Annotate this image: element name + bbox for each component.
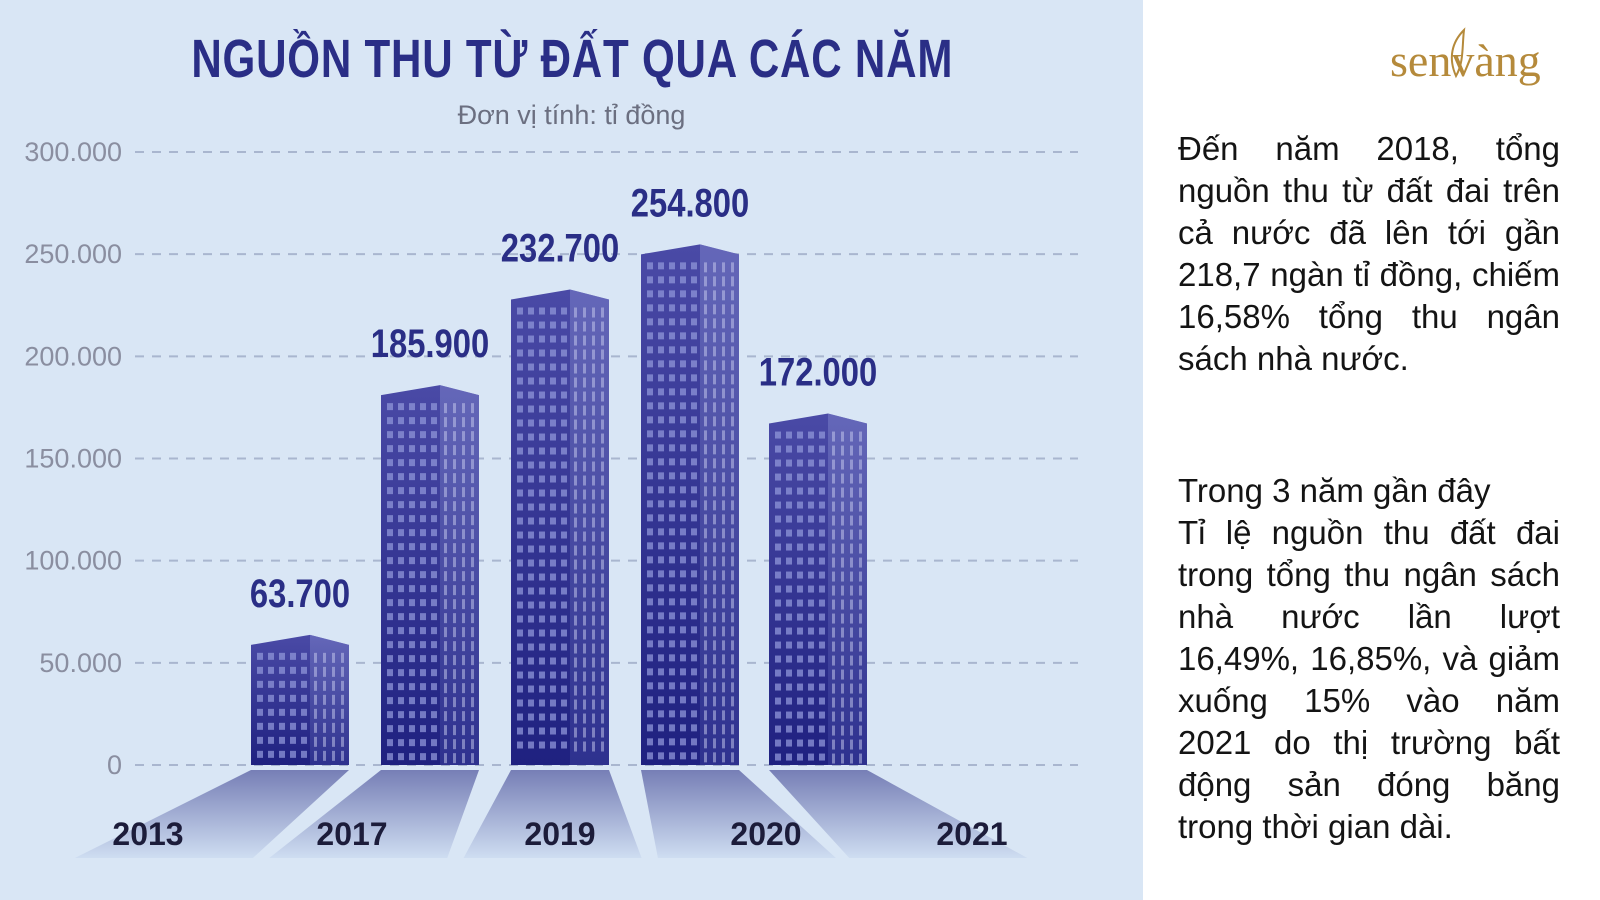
y-tick-label: 50.000 <box>39 648 122 678</box>
bar-chart: 0 50.000 100.000 150.000 200.000 250.000 300.0… <box>24 137 1078 858</box>
x-tick-label: 2020 <box>730 816 801 852</box>
x-tick-label: 2019 <box>524 816 595 852</box>
floor-beam <box>269 770 479 858</box>
bar-group <box>641 244 739 766</box>
bar-side <box>310 634 349 765</box>
recent-years-paragraph: Tỉ lệ nguồn thu đất đai trong tổng thu n… <box>1178 514 1560 845</box>
floor-beam <box>463 770 642 858</box>
data-label: 63.700 <box>250 571 350 616</box>
x-tick-label: 2017 <box>316 816 387 852</box>
chart-subtitle: Đơn vị tính: tỉ đồng <box>457 100 686 130</box>
y-tick-label: 100.000 <box>24 546 122 576</box>
chart-panel: 0 50.000 100.000 150.000 200.000 250.000 300.0… <box>0 0 1143 900</box>
y-tick-label: 200.000 <box>24 341 122 371</box>
bar-side <box>570 289 609 765</box>
floor-beam <box>641 770 836 858</box>
y-tick-label: 150.000 <box>24 444 122 474</box>
recent-years-heading: Trong 3 năm gần đây <box>1178 472 1491 509</box>
logo-text: senvàng <box>1390 35 1541 86</box>
x-tick-label: 2013 <box>112 816 183 852</box>
y-tick-label: 300.000 <box>24 137 122 167</box>
lotus-mark-icon <box>1450 27 1466 79</box>
data-label: 232.700 <box>501 225 620 270</box>
x-tick-label: 2021 <box>936 816 1007 852</box>
data-label: 172.000 <box>759 349 878 394</box>
bar-side <box>440 385 479 765</box>
bar-side <box>828 413 867 765</box>
data-label: 254.800 <box>631 180 750 225</box>
bar-group <box>381 385 479 765</box>
chart-title: NGUỒN THU TỪ ĐẤT QUA CÁC NĂM <box>191 29 954 89</box>
y-tick-label: 0 <box>107 750 122 780</box>
bar-group <box>511 289 609 765</box>
summary-paragraph-2018: Đến năm 2018, tổng nguồn thu từ đất đai … <box>1178 130 1560 377</box>
data-label: 185.900 <box>371 321 490 366</box>
y-tick-label: 250.000 <box>24 239 122 269</box>
bar-side <box>700 244 739 766</box>
senvang-logo: senvàng <box>1390 27 1541 86</box>
floor-beam <box>769 770 1028 858</box>
bar-group <box>769 413 867 765</box>
floor-beam <box>74 770 349 858</box>
bar-group <box>251 634 349 765</box>
